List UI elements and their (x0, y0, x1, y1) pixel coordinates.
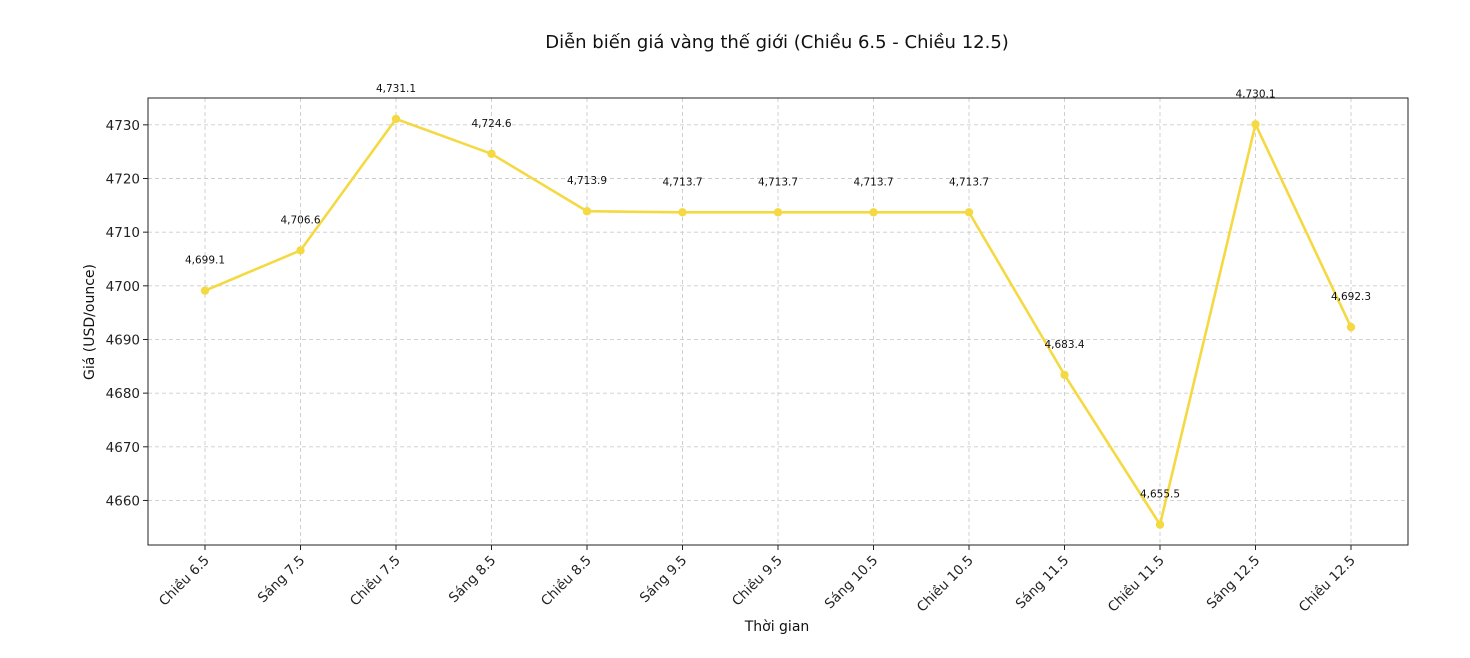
data-point (582, 207, 592, 216)
data-point (869, 208, 878, 217)
y-tick-label: 4660 (106, 493, 140, 509)
y-tick-label: 4690 (106, 332, 140, 348)
data-label: 4,731.1 (376, 83, 416, 95)
data-label: 4,713.7 (949, 176, 989, 188)
data-point (773, 208, 783, 217)
data-point (1060, 370, 1069, 380)
x-tick-label: Chiều 12.5 (1295, 552, 1359, 616)
x-tick-label: Chiều 10.5 (913, 552, 977, 616)
data-label: 4,713.9 (567, 175, 607, 187)
y-tick-label: 4720 (106, 171, 140, 187)
data-point (1346, 322, 1356, 332)
x-tick-label: Chiều 8.5 (537, 552, 595, 610)
x-tick-label: Chiều 6.5 (155, 552, 213, 610)
data-label: 4,699.1 (185, 255, 225, 267)
x-tick-label: Sáng 8.5 (446, 553, 500, 607)
x-tick-label: Sáng 7.5 (255, 553, 309, 607)
data-label-layer: 4,699.1 4,706.6 4,731.1 4,724.6 4,713.9 4,713… (185, 83, 1371, 501)
data-point (1251, 120, 1260, 129)
data-label: 4,706.6 (280, 214, 320, 226)
data-label: 4,692.3 (1331, 291, 1371, 303)
y-tick-label: 4700 (106, 279, 140, 295)
y-tick-label: 4670 (106, 440, 140, 456)
data-label: 4,713.7 (853, 176, 893, 188)
data-label: 4,713.7 (662, 176, 702, 188)
y-tick-label: 4730 (106, 118, 140, 134)
x-tick-label: Sáng 11.5 (1013, 553, 1073, 613)
tick-layer: 4660 4670 4680 4690 4700 4710 4720 4730 Chiều 6.… (106, 118, 1359, 616)
data-point (1155, 520, 1165, 529)
data-label: 4,683.4 (1044, 339, 1084, 351)
grid-layer (148, 98, 1408, 545)
x-tick-label: Chiều 9.5 (728, 552, 786, 610)
y-tick-label: 4680 (106, 386, 140, 402)
y-tick-label: 4710 (106, 225, 140, 241)
data-point (391, 114, 401, 124)
data-point (678, 208, 687, 217)
x-tick-label: Sáng 12.5 (1204, 553, 1264, 613)
data-label: 4,713.7 (758, 176, 798, 188)
y-axis-label: Giá (USD/ounce) (82, 264, 98, 380)
chart-title: Diễn biến giá vàng thế giới (Chiều 6.5 -… (545, 32, 1009, 53)
x-tick-label: Chiều 11.5 (1104, 552, 1168, 616)
x-tick-label: Sáng 9.5 (637, 553, 691, 607)
plot-frame (147, 97, 1409, 546)
x-tick-label: Chiều 7.5 (346, 552, 404, 610)
x-axis-label: Thời gian (744, 619, 810, 635)
x-tick-label: Sáng 10.5 (822, 553, 882, 613)
data-point (964, 208, 974, 217)
series-layer (200, 114, 1356, 529)
data-point (487, 149, 496, 159)
data-label: 4,655.5 (1140, 489, 1180, 501)
data-point (200, 286, 210, 295)
data-point (296, 246, 305, 255)
data-label: 4,724.6 (471, 118, 511, 130)
data-label: 4,730.1 (1235, 88, 1275, 100)
